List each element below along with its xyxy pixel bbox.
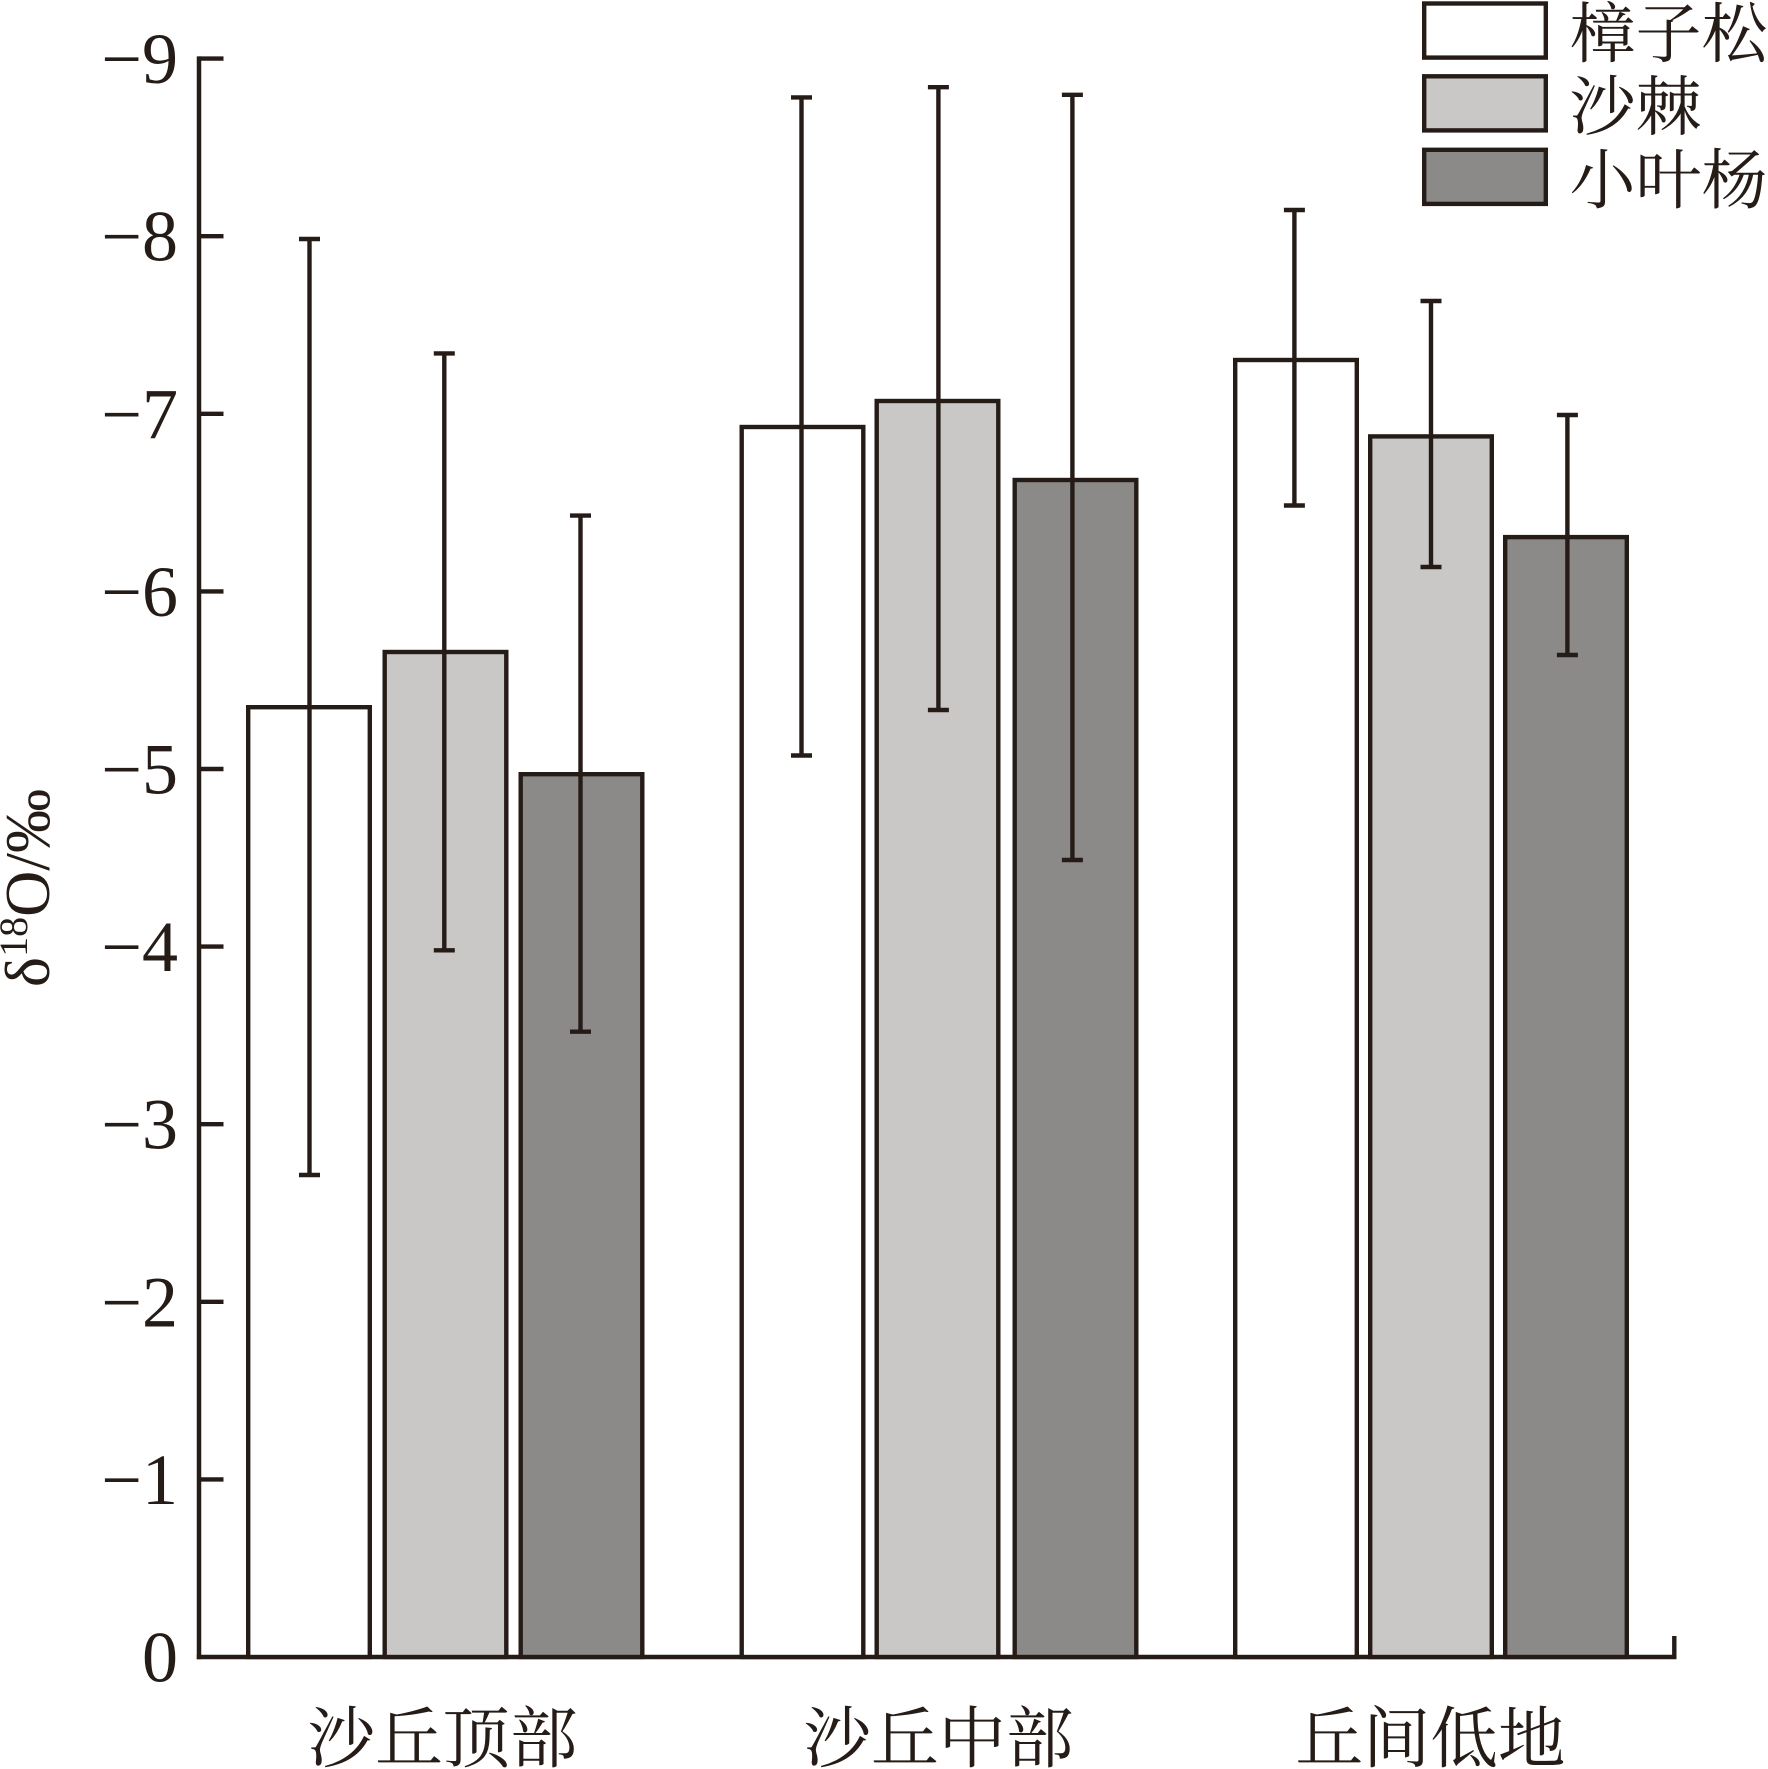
svg-text:−4: −4 — [101, 907, 178, 987]
svg-text:−7: −7 — [101, 374, 178, 454]
svg-text:−2: −2 — [101, 1262, 178, 1342]
svg-text:−3: −3 — [101, 1085, 178, 1165]
svg-text:−8: −8 — [101, 197, 178, 277]
svg-text:δ18O/‰: δ18O/‰ — [0, 789, 63, 987]
svg-text:−1: −1 — [101, 1440, 178, 1520]
svg-text:−5: −5 — [101, 730, 178, 810]
svg-text:−6: −6 — [101, 552, 178, 632]
svg-text:−9: −9 — [101, 19, 178, 99]
svg-text:0: 0 — [142, 1618, 178, 1698]
